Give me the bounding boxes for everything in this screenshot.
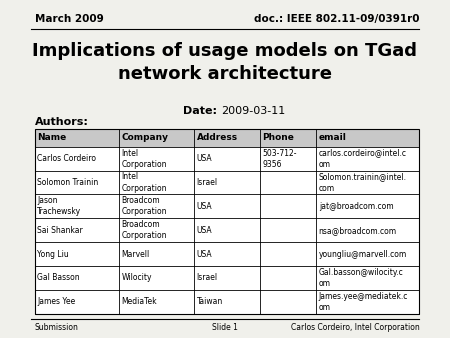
Bar [35, 129, 419, 314]
Bar [35, 218, 419, 242]
Bar [35, 171, 419, 194]
Text: Carlos Cordeiro: Carlos Cordeiro [37, 154, 96, 163]
Bar [35, 242, 419, 266]
Text: James Yee: James Yee [37, 297, 76, 306]
Text: Israel: Israel [197, 178, 218, 187]
Text: doc.: IEEE 802.11-09/0391r0: doc.: IEEE 802.11-09/0391r0 [254, 14, 419, 24]
Text: Gal.basson@wilocity.c
om: Gal.basson@wilocity.c om [319, 268, 404, 288]
Text: Carlos Cordeiro, Intel Corporation: Carlos Cordeiro, Intel Corporation [291, 323, 419, 332]
Text: Gal Basson: Gal Basson [37, 273, 80, 282]
Text: Jason
Trachewsky: Jason Trachewsky [37, 196, 81, 216]
Text: 2009-03-11: 2009-03-11 [221, 106, 285, 116]
Text: Slide 1: Slide 1 [212, 323, 238, 332]
Text: USA: USA [197, 249, 212, 259]
Text: MediaTek: MediaTek [122, 297, 157, 306]
Text: Yong Liu: Yong Liu [37, 249, 69, 259]
Text: Israel: Israel [197, 273, 218, 282]
Text: Taiwan: Taiwan [197, 297, 223, 306]
Text: Solomon.trainin@intel.
com: Solomon.trainin@intel. com [319, 172, 407, 193]
Text: Phone: Phone [262, 134, 294, 142]
Bar [35, 147, 419, 171]
Text: USA: USA [197, 154, 212, 163]
Text: Submission: Submission [35, 323, 79, 332]
Text: Marvell: Marvell [122, 249, 150, 259]
Text: USA: USA [197, 226, 212, 235]
Bar [35, 194, 419, 218]
Text: jat@broadcom.com: jat@broadcom.com [319, 202, 393, 211]
Text: Intel
Corporation: Intel Corporation [122, 149, 167, 169]
Text: Wilocity: Wilocity [122, 273, 152, 282]
Text: youngliu@marvell.com: youngliu@marvell.com [319, 249, 407, 259]
Text: nsa@broadcom.com: nsa@broadcom.com [319, 226, 397, 235]
Text: James.yee@mediatek.c
om: James.yee@mediatek.c om [319, 292, 408, 312]
Text: Address: Address [197, 134, 238, 142]
Text: carlos.cordeiro@intel.c
om: carlos.cordeiro@intel.c om [319, 149, 407, 169]
Text: email: email [319, 134, 346, 142]
Text: Sai Shankar: Sai Shankar [37, 226, 83, 235]
Text: 503-712-
9356: 503-712- 9356 [262, 149, 297, 169]
Text: Name: Name [37, 134, 67, 142]
Bar [35, 290, 419, 314]
Bar [35, 266, 419, 290]
Text: Implications of usage models on TGad
network architecture: Implications of usage models on TGad net… [32, 43, 418, 82]
Text: Solomon Trainin: Solomon Trainin [37, 178, 99, 187]
Text: Intel
Corporation: Intel Corporation [122, 172, 167, 193]
Text: Broadcom
Corporation: Broadcom Corporation [122, 220, 167, 240]
Text: March 2009: March 2009 [35, 14, 104, 24]
Text: USA: USA [197, 202, 212, 211]
Bar [35, 129, 419, 147]
Text: Broadcom
Corporation: Broadcom Corporation [122, 196, 167, 216]
Text: Authors:: Authors: [35, 117, 89, 127]
Text: Date:: Date: [183, 106, 217, 116]
Text: Company: Company [122, 134, 169, 142]
